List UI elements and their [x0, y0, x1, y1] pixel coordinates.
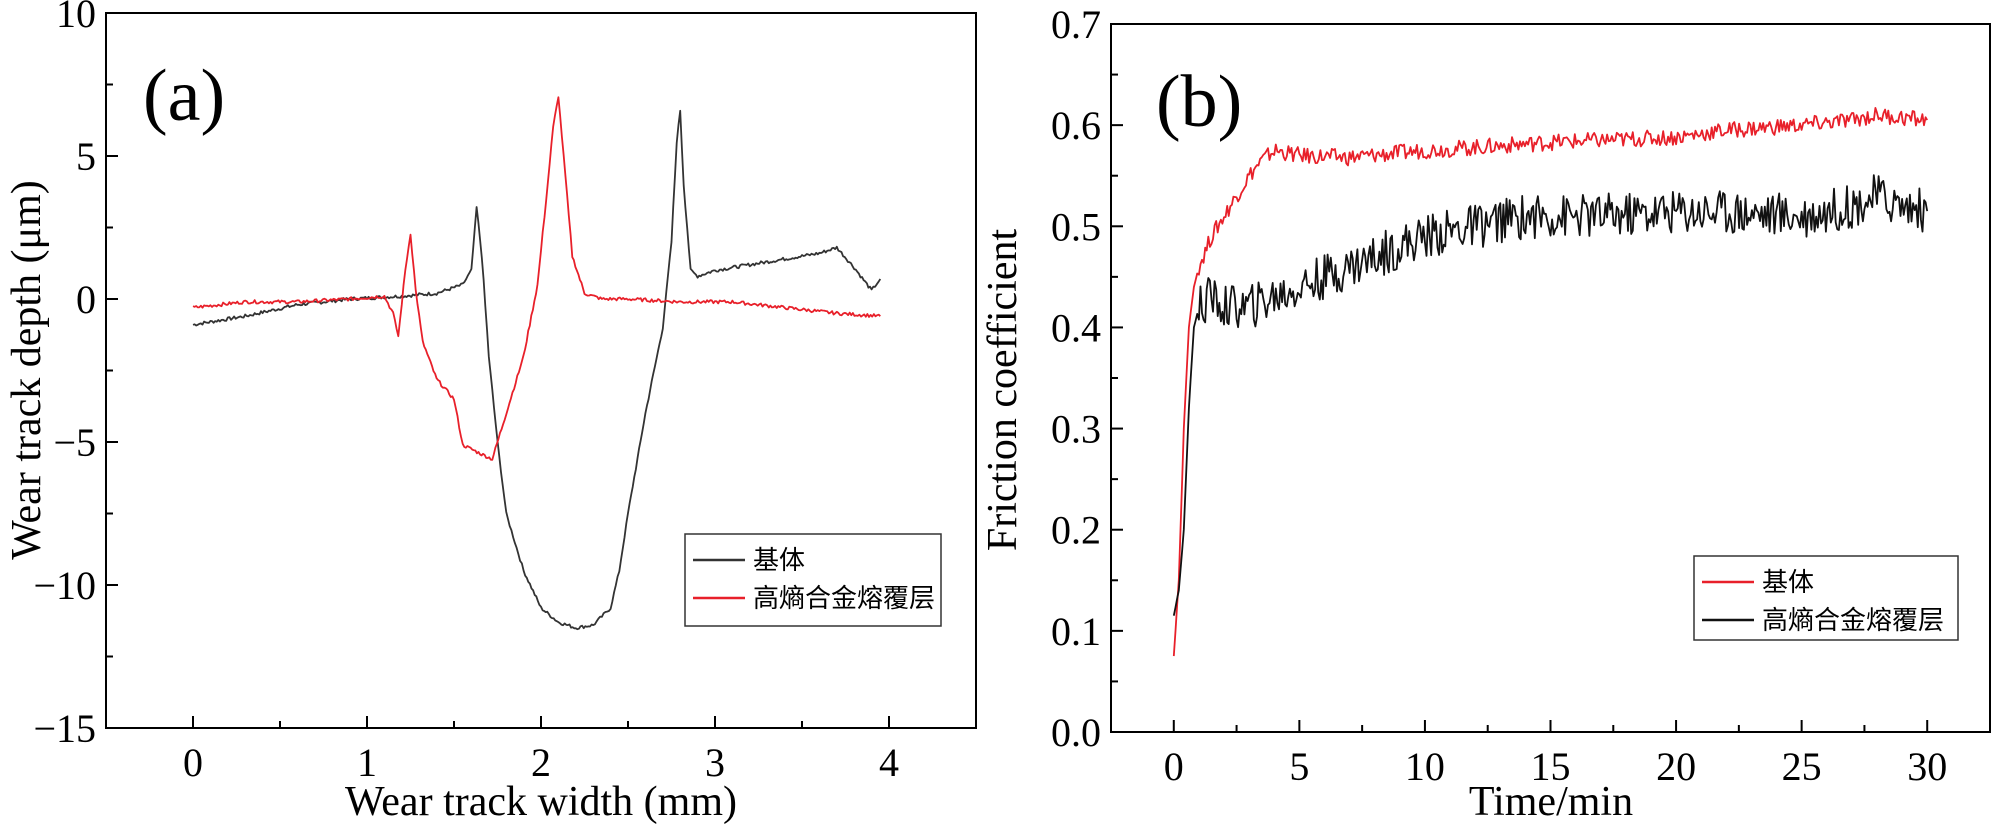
- x-tick-label: 10: [1405, 744, 1445, 789]
- legend-box: [1693, 555, 1959, 641]
- y-tick-label: 5: [76, 134, 96, 179]
- x-tick-label: 4: [879, 740, 899, 785]
- x-tick-label: 0: [183, 740, 203, 785]
- y-tick-label: 0.2: [1051, 508, 1101, 553]
- x-tick-label: 15: [1531, 744, 1571, 789]
- panel-b: 0 5 10 15 20 25 30 0.0 0.1 0.2 0.3 0.4 0.5 0.6 0.7 基体高熵…: [980, 2, 1991, 825]
- x-axis-title: Time/min: [1469, 779, 1633, 825]
- y-tick-label: −15: [33, 706, 96, 751]
- x-tick-label: 30: [1907, 744, 1947, 789]
- x-tick-label: 5: [1289, 744, 1309, 789]
- y-tick-label: 0.0: [1051, 710, 1101, 755]
- series-line-2: [192, 96, 881, 461]
- series-line-1: [192, 109, 882, 631]
- y-tick-label: 0: [76, 277, 96, 322]
- panel-label: (a): [143, 55, 225, 137]
- legend-label: 高熵合金熔覆层: [1762, 606, 1944, 636]
- y-tick-label: 0.6: [1051, 103, 1101, 148]
- x-tick-label: 3: [705, 740, 725, 785]
- x-tick-label: 20: [1656, 744, 1696, 789]
- legend-label: 基体: [1762, 568, 1814, 598]
- legend-box: [684, 533, 942, 627]
- y-tick-label: −10: [33, 563, 96, 608]
- y-tick-label: 0.5: [1051, 204, 1101, 249]
- y-axis-title: Wear track depth (μm): [4, 180, 50, 559]
- y-tick-label: −5: [53, 420, 96, 465]
- y-tick-label: 10: [56, 0, 96, 36]
- x-tick-label: 25: [1782, 744, 1822, 789]
- legend-label: 基体: [753, 546, 805, 576]
- legend-label: 高熵合金熔覆层: [753, 584, 935, 614]
- series-line-1: [1172, 107, 1928, 657]
- y-tick-label: 0.3: [1051, 407, 1101, 452]
- y-tick-label: 0.1: [1051, 609, 1101, 654]
- y-tick-label: 0.4: [1051, 305, 1101, 350]
- x-tick-label: 0: [1164, 744, 1184, 789]
- series-line-2: [1172, 174, 1929, 616]
- panel-label: (b): [1156, 61, 1242, 143]
- x-tick-label: 1: [357, 740, 377, 785]
- x-tick-label: 2: [531, 740, 551, 785]
- x-axis-title: Wear track width (mm): [345, 779, 737, 825]
- y-tick-label: 0.7: [1051, 2, 1101, 47]
- y-axis-title: Friction coefficient: [980, 229, 1026, 552]
